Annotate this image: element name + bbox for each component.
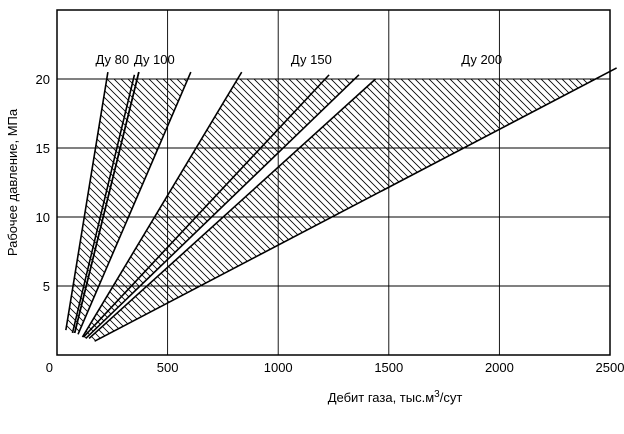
- x-tick-label: 500: [157, 360, 179, 375]
- boundary-line: [88, 78, 377, 340]
- shaded-region: [65, 79, 138, 333]
- x-tick-label: 1500: [374, 360, 403, 375]
- series-label: Ду 80: [95, 52, 129, 67]
- x-tick-label: 2000: [485, 360, 514, 375]
- plot-frame: [56, 9, 611, 356]
- boundary-line: [85, 74, 360, 340]
- boundary-line: [77, 71, 192, 335]
- y-tick-label: 10: [36, 210, 50, 225]
- boundary-line: [65, 71, 109, 331]
- boundary-line: [81, 71, 243, 338]
- x-tick-label: 0: [46, 360, 53, 375]
- y-tick-label: 15: [36, 141, 50, 156]
- x-tick-label: 2500: [596, 360, 624, 375]
- x-axis-label: Дебит газа, тыс.м3/сут: [328, 389, 463, 405]
- x-tick-label: 1000: [264, 360, 293, 375]
- y-tick-label: 20: [36, 72, 50, 87]
- boundary-line: [73, 71, 140, 334]
- divider-line: [71, 74, 136, 334]
- series-label: Ду 200: [461, 52, 502, 67]
- series-labels: Ду 80 Ду 100 Ду 150 Ду 200: [95, 52, 502, 67]
- boundary-lines: [65, 67, 618, 342]
- y-tick-label: 5: [43, 279, 50, 294]
- series-label: Ду 150: [291, 52, 332, 67]
- shaded-regions: [65, 78, 596, 342]
- tick-labels: 0 500 1000 1500 2000 2500 5 10 15 20: [36, 72, 624, 375]
- boundary-line: [94, 67, 618, 342]
- series-label: Ду 100: [134, 52, 175, 67]
- divider-line: [82, 74, 330, 338]
- y-axis-label: Рабочее давление, МПа: [5, 108, 20, 256]
